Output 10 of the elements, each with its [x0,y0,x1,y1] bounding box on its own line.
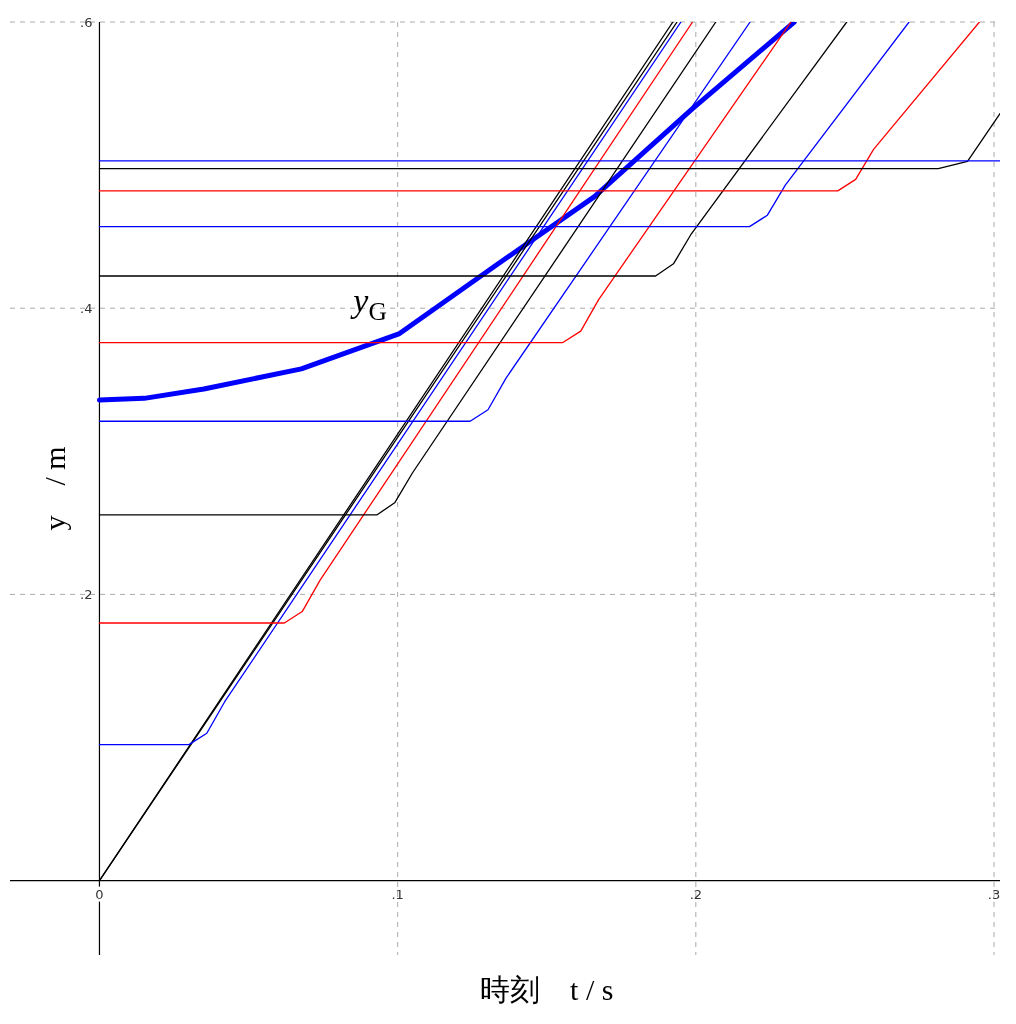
y-axis-title: y / m [37,446,71,531]
x-axis-title: 時刻 t / s [480,973,614,1006]
y-tick-label: .6 [80,15,93,30]
y-tick-label: .4 [80,301,93,317]
x-tick-label: 0 [95,886,104,902]
series-label: y$_{G}$ [350,281,387,326]
x-tick-label: .1 [391,886,404,902]
x-tick-label: .2 [689,886,703,902]
x-tick-label: .3 [987,886,1001,902]
y-tick-label: .2 [80,587,93,603]
